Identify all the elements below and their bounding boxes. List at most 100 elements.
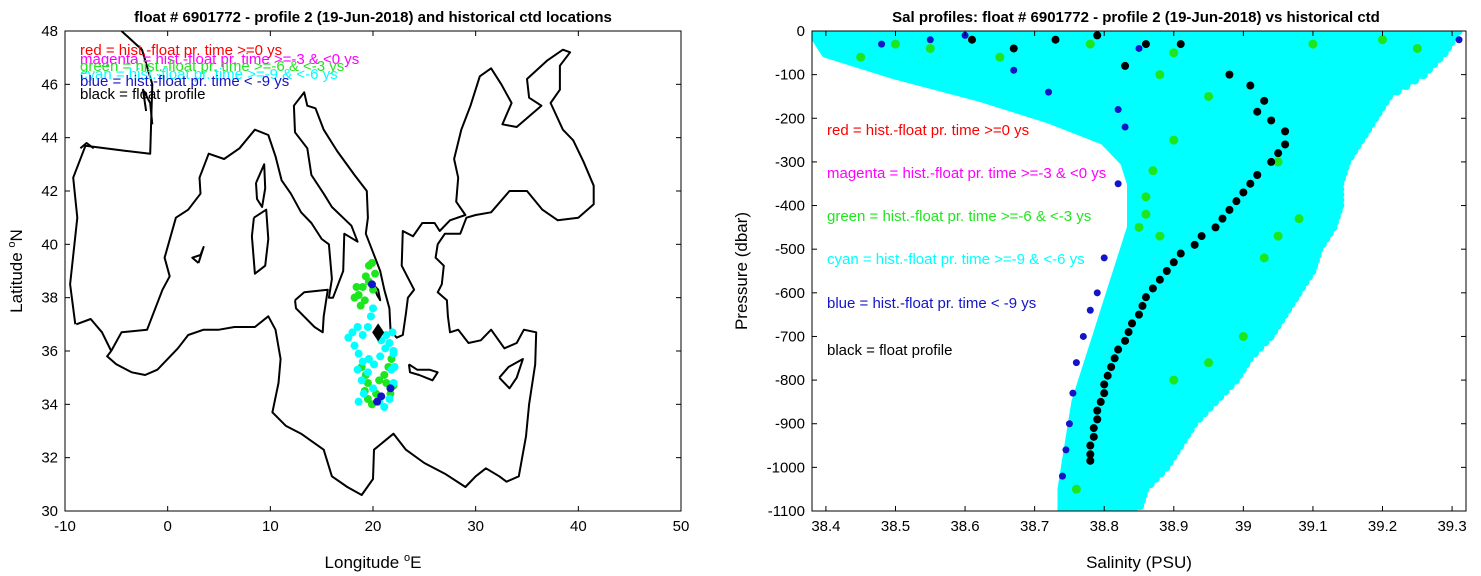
cyan-profile-point xyxy=(1392,86,1402,96)
legend-entry: red = hist.-float pr. time >=0 ys xyxy=(80,42,282,59)
cyan-location-point xyxy=(364,355,373,363)
green-profile-point xyxy=(995,52,1005,62)
float-profile-point xyxy=(1155,275,1164,284)
coastline xyxy=(255,163,267,208)
float-profile-layer xyxy=(968,31,1290,465)
float-profile-point xyxy=(1218,214,1227,223)
float-marker-layer xyxy=(372,323,385,342)
blue-profile-point xyxy=(1072,359,1080,367)
blue-profile-point xyxy=(1121,123,1129,131)
cyan-location-point xyxy=(388,328,397,337)
legend-entry: black = float profile xyxy=(80,86,206,103)
float-profile-point xyxy=(1176,249,1185,258)
blue-profile-point xyxy=(1114,106,1122,114)
float-profile-point xyxy=(1267,157,1276,166)
y-tick-label: 48 xyxy=(41,23,58,40)
float-profile-point xyxy=(1096,397,1105,406)
green-profile-point xyxy=(1071,484,1081,494)
cyan-location-point xyxy=(354,397,363,406)
green-profile-point xyxy=(1085,39,1095,49)
map-panel: float # 6901772 - profile 2 (19-Jun-2018… xyxy=(6,9,689,572)
y-tick-label: -500 xyxy=(775,241,805,258)
float-profile-point xyxy=(1225,205,1234,214)
green-profile-point xyxy=(1294,214,1304,224)
cyan-profile-point xyxy=(1410,75,1420,85)
legend-entry: green = hist.-float pr. time >=-6 & <-3 … xyxy=(827,208,1091,225)
cyan-location-point xyxy=(385,395,394,403)
historical-locations-layer xyxy=(344,259,399,411)
y-tick-label: 30 xyxy=(41,503,58,520)
legend-entry: blue = hist.-float pr. time < -9 ys xyxy=(80,73,289,90)
salinity-y-axis-label: Pressure (dbar) xyxy=(732,212,751,330)
cyan-profile-point xyxy=(1418,70,1428,80)
green-profile-point xyxy=(1204,91,1214,101)
green-location-point xyxy=(380,371,389,379)
float-profile-point xyxy=(968,35,977,44)
y-tick-label: 32 xyxy=(41,450,58,467)
float-profile-point xyxy=(1267,116,1276,125)
float-profile-point xyxy=(1281,140,1290,149)
green-profile-point xyxy=(1155,70,1165,80)
green-location-point xyxy=(371,269,380,278)
green-profile-point xyxy=(1169,135,1179,145)
float-profile-point xyxy=(1176,40,1185,49)
coastline xyxy=(407,363,439,382)
legend-entry: cyan = hist.-float pr. time >=-9 & <-6 y… xyxy=(827,251,1085,268)
float-profile-point xyxy=(1253,171,1262,179)
cyan-location-point xyxy=(363,368,372,377)
coastline xyxy=(498,358,524,390)
coastline xyxy=(79,142,95,150)
y-tick-label: 34 xyxy=(41,396,58,413)
green-profile-point xyxy=(1308,39,1318,49)
green-profile-point xyxy=(856,52,866,62)
blue-profile-point xyxy=(1062,446,1070,454)
coastline xyxy=(75,318,113,352)
float-profile-point xyxy=(1253,107,1262,116)
y-tick-label: 38 xyxy=(41,290,58,307)
map-x-axis-label: Longitude oE xyxy=(325,552,422,572)
cyan-location-point xyxy=(369,304,377,313)
y-tick-label: -100 xyxy=(775,67,805,84)
float-profile-point xyxy=(1246,81,1255,90)
coastline-layer xyxy=(69,31,595,496)
float-profile-point xyxy=(1009,44,1018,53)
cyan-location-point xyxy=(369,384,377,393)
y-tick-label: -600 xyxy=(775,285,805,302)
green-profile-point xyxy=(925,43,935,53)
blue-location-point xyxy=(367,280,376,289)
green-location-point xyxy=(367,259,376,267)
legend-entry: black = float profile xyxy=(827,342,953,359)
float-profile-point xyxy=(1086,456,1095,465)
green-profile-point xyxy=(1204,358,1214,368)
float-profile-point xyxy=(1107,363,1116,371)
cyan-location-point xyxy=(370,360,379,369)
float-profile-point xyxy=(1128,319,1137,328)
x-tick-label: 39.2 xyxy=(1368,518,1397,535)
cyan-location-point xyxy=(385,339,394,347)
cyan-location-point xyxy=(382,331,391,339)
x-tick-label: 38.8 xyxy=(1090,518,1119,535)
float-profile-point xyxy=(1086,441,1095,450)
blue-profile-point xyxy=(1086,306,1094,314)
green-profile-point xyxy=(1378,35,1388,45)
map-y-ticks: 30 32 34 36 38 40 42 44 46 48 xyxy=(41,23,681,520)
float-profile-point xyxy=(1114,345,1123,354)
x-tick-label: -10 xyxy=(54,518,76,535)
float-profile-point xyxy=(1121,61,1130,70)
float-profile-point xyxy=(1281,127,1290,136)
x-tick-label: 38.7 xyxy=(1020,518,1049,535)
cyan-location-point xyxy=(358,357,367,366)
blue-location-point xyxy=(377,392,386,401)
y-tick-label: -400 xyxy=(775,198,805,215)
float-profile-point xyxy=(1093,31,1102,40)
float-profile-point xyxy=(1141,293,1150,302)
x-tick-label: 0 xyxy=(163,518,171,535)
cyan-location-point xyxy=(387,365,396,374)
salinity-title: Sal profiles: float # 6901772 - profile … xyxy=(892,9,1380,26)
legend-entry: red = hist.-float pr. time >=0 ys xyxy=(827,122,1029,139)
float-profile-point xyxy=(1225,70,1234,79)
y-tick-label: 42 xyxy=(41,183,58,200)
map-title: float # 6901772 - profile 2 (19-Jun-2018… xyxy=(134,9,612,26)
green-profile-point xyxy=(1169,375,1179,385)
